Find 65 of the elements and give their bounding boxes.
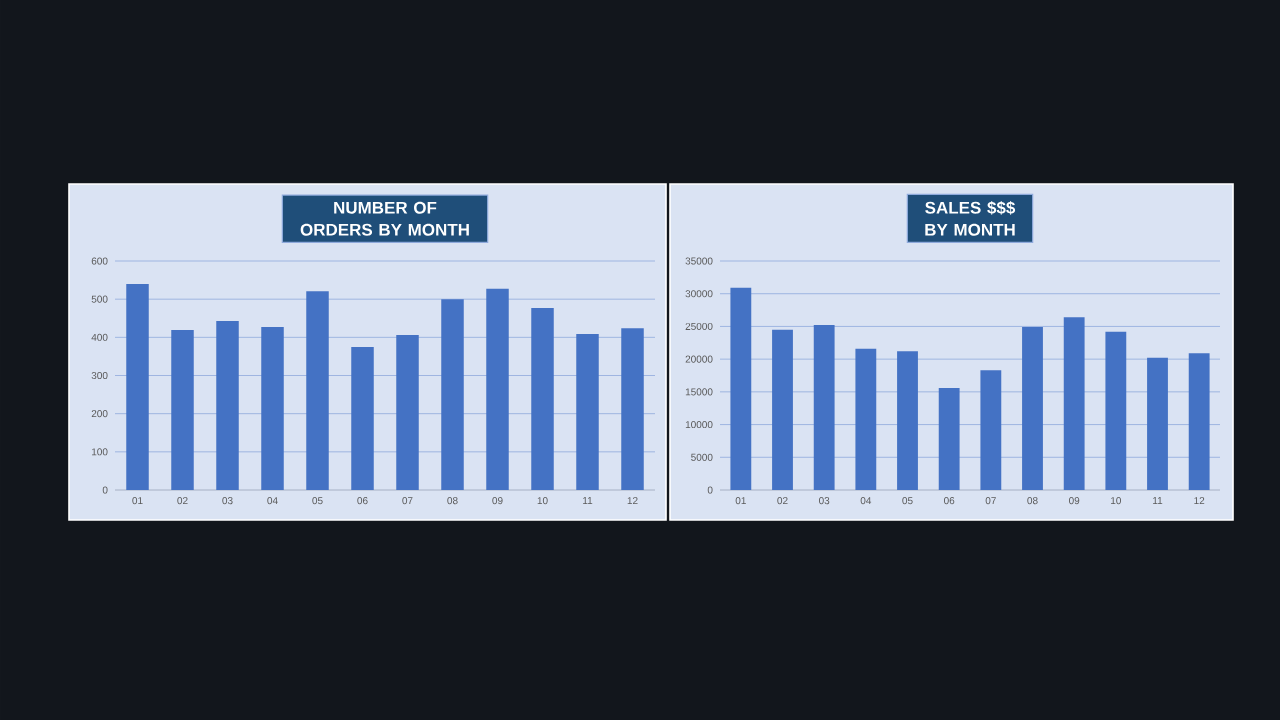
y-tick-label: 500 (91, 295, 108, 303)
bar (306, 291, 329, 490)
bar (1147, 357, 1168, 490)
bar (576, 333, 599, 490)
bar (216, 320, 239, 490)
bar (1063, 317, 1085, 490)
y-tick-label: 0 (102, 486, 108, 494)
y-tick-label: 600 (91, 257, 108, 265)
y-tick-label: 400 (91, 333, 108, 341)
x-tick-label: 12 (627, 497, 638, 505)
bar (772, 329, 793, 490)
bar (980, 370, 1002, 490)
x-tick-label: 05 (902, 497, 913, 505)
x-tick-label: 07 (985, 497, 996, 505)
x-tick-label: 02 (177, 497, 188, 505)
bar (396, 335, 419, 490)
bar (486, 288, 509, 490)
x-tick-label: 02 (777, 497, 788, 505)
x-tick-label: 09 (1068, 497, 1080, 505)
bar (1105, 331, 1127, 490)
bar (813, 325, 835, 490)
y-tick-label: 25000 (685, 322, 713, 330)
x-tick-label: 12 (1194, 497, 1205, 505)
bar (171, 330, 194, 490)
bar (855, 348, 877, 490)
chart-title: NUMBER OF ORDERS BY MONTH (300, 201, 469, 236)
y-tick-label: 200 (91, 410, 108, 418)
bar (126, 283, 149, 490)
bar (351, 346, 374, 490)
x-tick-label: 01 (735, 497, 746, 505)
y-tick-label: 0 (707, 486, 713, 494)
x-tick-label: 03 (818, 497, 830, 505)
x-tick-label: 10 (537, 497, 548, 505)
x-tick-label: 05 (312, 497, 323, 505)
x-tick-label: 06 (943, 497, 955, 505)
bar (531, 307, 554, 490)
y-tick-label: 10000 (685, 421, 713, 429)
y-tick-label: 15000 (685, 388, 713, 396)
y-tick-label: 35000 (685, 257, 713, 265)
x-tick-label: 04 (267, 497, 278, 505)
x-tick-label: 06 (357, 497, 368, 505)
x-tick-label: 08 (1027, 497, 1038, 505)
x-tick-label: 04 (860, 497, 872, 505)
bar (441, 299, 464, 490)
y-tick-label: 5000 (691, 453, 713, 461)
bar (261, 327, 284, 490)
x-tick-label: 10 (1111, 497, 1122, 505)
x-tick-label: 08 (447, 497, 458, 505)
x-tick-label: 07 (402, 497, 413, 505)
y-tick-label: 300 (91, 371, 108, 380)
x-tick-label: 03 (222, 497, 233, 505)
bar (1188, 353, 1210, 490)
bar (730, 287, 752, 490)
x-tick-label: 09 (492, 497, 503, 505)
bar (621, 328, 644, 490)
bar (897, 351, 918, 490)
y-tick-label: 20000 (685, 355, 713, 363)
bar (938, 387, 960, 490)
bar (1022, 327, 1043, 490)
chart-title: SALES $$$ BY MONTH (925, 200, 1016, 236)
y-tick-label: 100 (92, 448, 108, 456)
x-tick-label: 11 (1153, 497, 1163, 504)
x-tick-label: 01 (132, 497, 143, 505)
x-tick-label: 11 (583, 497, 593, 504)
y-tick-label: 30000 (685, 290, 713, 298)
